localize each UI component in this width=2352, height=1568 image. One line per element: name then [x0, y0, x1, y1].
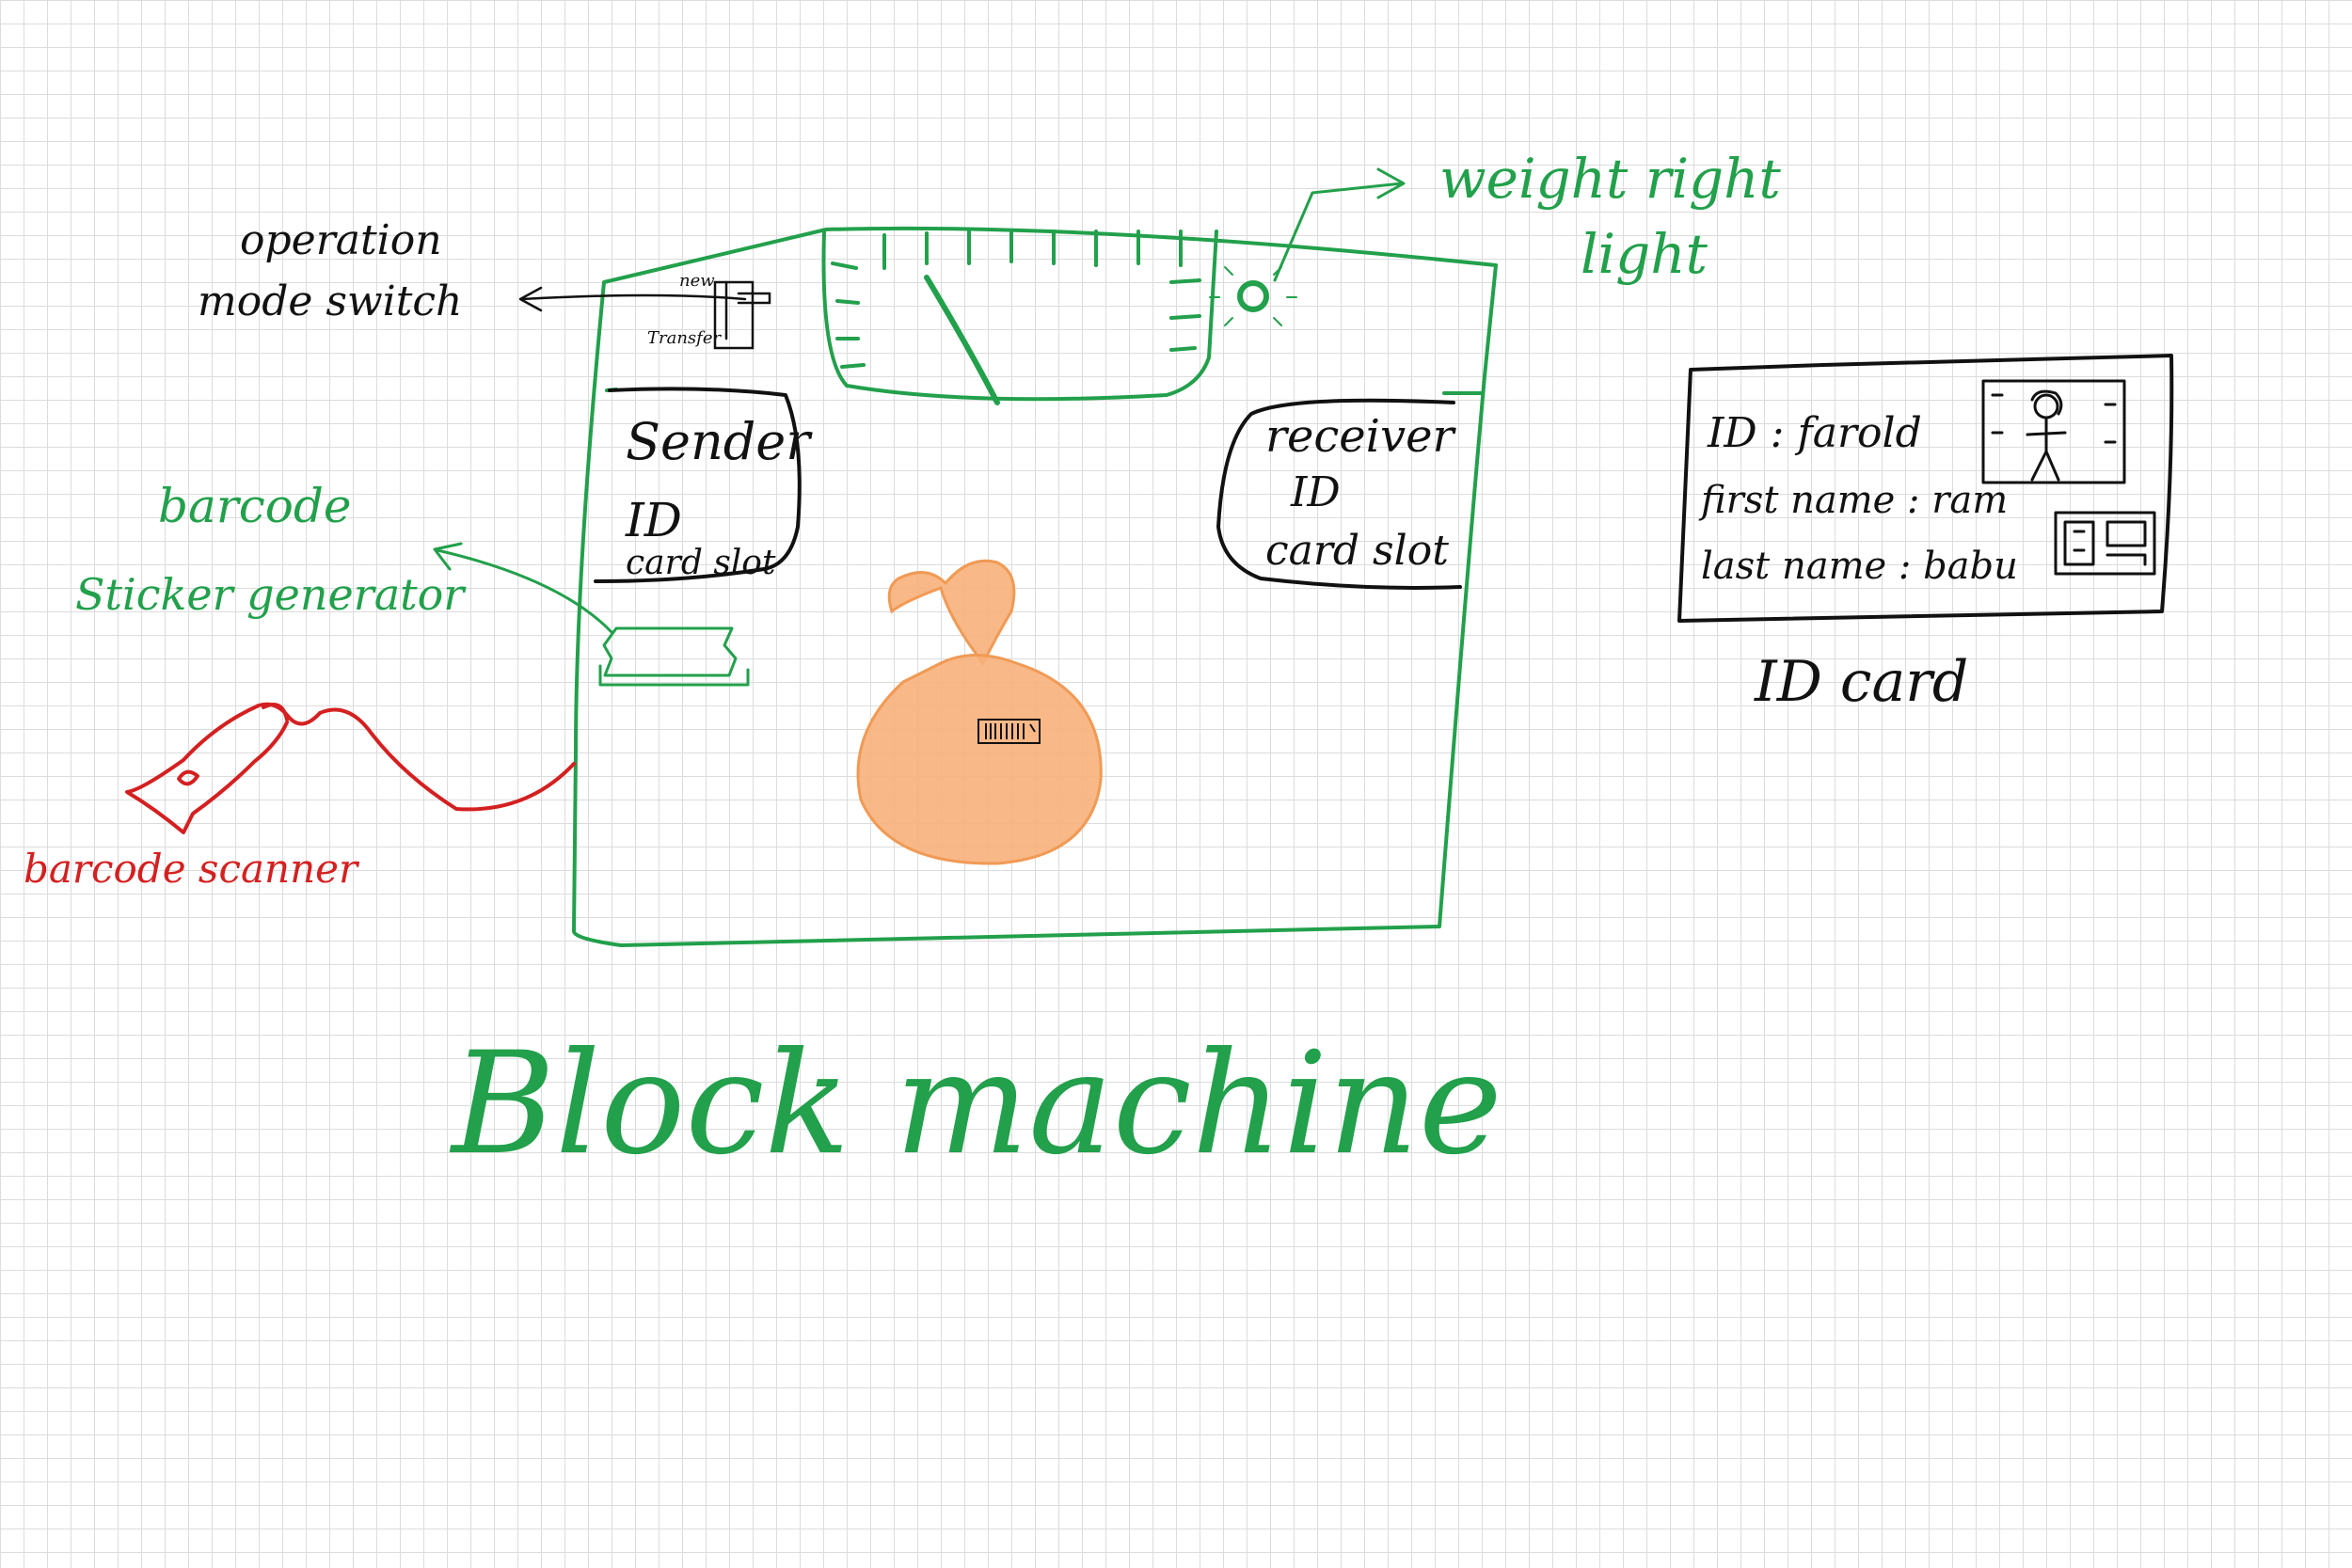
switch-label-new: new [679, 271, 715, 291]
sender-id-card-slot[interactable] [594, 387, 802, 583]
barcode-scanner-icon[interactable] [125, 702, 576, 834]
sticker-arrow [433, 542, 613, 634]
receiver-slot-label-1: receiver [1265, 410, 1457, 463]
barcode-scanner-label: barcode scanner [24, 846, 360, 892]
receiver-id-card-slot[interactable] [1216, 398, 1462, 590]
id-card-last-name-line: last name : babu [1701, 545, 2018, 588]
sender-slot-label-2: ID [625, 493, 682, 547]
id-card-id-line: ID : farold [1707, 409, 1922, 457]
id-card [1677, 354, 2174, 623]
weight-light-arrow [1273, 167, 1406, 282]
indicator-light-icon [1209, 266, 1297, 326]
sticker-label-line1: barcode [158, 479, 351, 533]
sender-slot-label-1: Sender [626, 412, 813, 471]
bag-barcode-sticker [977, 719, 1041, 744]
money-bag-icon [856, 559, 1103, 865]
sticker-label-line2: Sticker generator [75, 569, 467, 620]
qr-code-icon [2054, 511, 2156, 576]
operation-mode-switch[interactable] [713, 280, 771, 350]
receiver-slot-label-3: card slot [1265, 527, 1449, 575]
diagram-title: Block machine [449, 1022, 1502, 1186]
switch-arrow [518, 286, 747, 312]
operation-mode-label-line1: operation [240, 216, 442, 264]
weight-dial-icon [821, 230, 1218, 405]
id-card-first-name-line: first name : ram [1698, 479, 2008, 522]
id-card-caption: ID card [1754, 649, 1968, 715]
switch-label-transfer: Transfer [647, 328, 722, 348]
weight-light-label-line2: light [1581, 222, 1708, 286]
receiver-slot-label-2: ID [1290, 468, 1341, 516]
operation-mode-label-line2: mode switch [198, 277, 462, 325]
barcode-sticker-generator[interactable] [598, 626, 750, 687]
portrait-icon [1981, 379, 2126, 484]
weight-light-label-line1: weight right [1439, 147, 1782, 211]
sender-slot-label-3: card slot [626, 544, 776, 582]
